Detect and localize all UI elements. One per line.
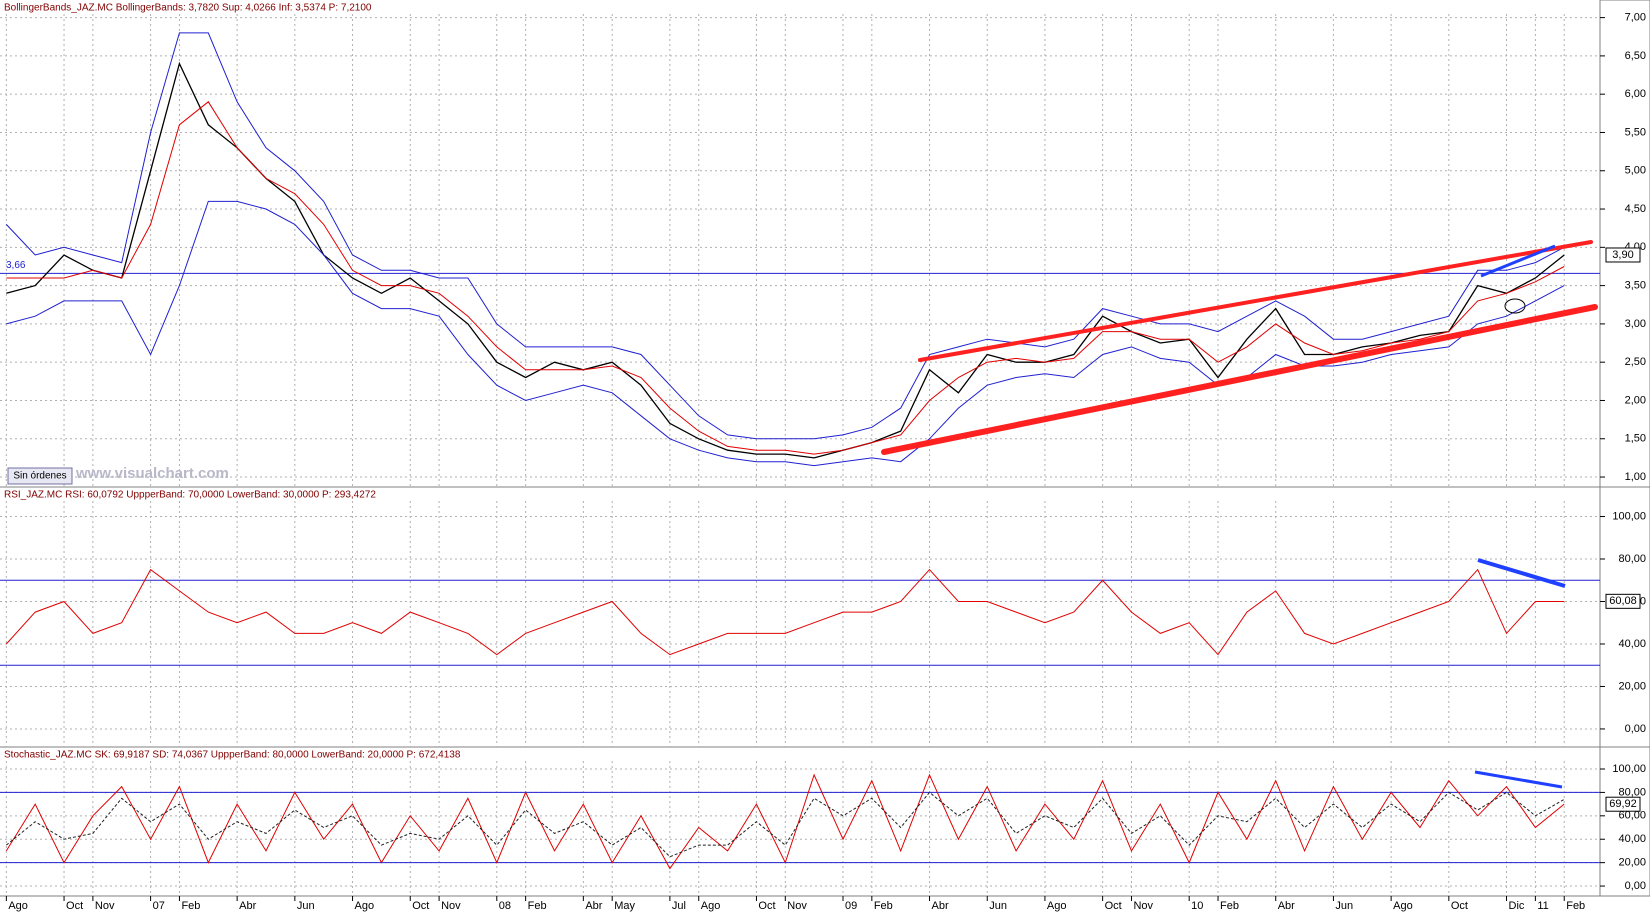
- y-tick-label: 7,00: [1625, 12, 1646, 24]
- x-tick-label: Jun: [1335, 900, 1353, 912]
- x-tick-label: Nov: [1133, 900, 1153, 912]
- x-tick-label: 08: [499, 900, 511, 912]
- y-tick-label: 5,00: [1625, 165, 1646, 177]
- y-tick-label: 2,50: [1625, 356, 1646, 368]
- y-tick-label: 6,00: [1625, 88, 1646, 100]
- y-tick-label: 1,00: [1625, 471, 1646, 483]
- series-line: [5, 773, 1565, 870]
- x-tick-label: Nov: [441, 900, 461, 912]
- y-tick-label: 0,00: [1625, 880, 1646, 892]
- y-tick-label: 6,50: [1625, 50, 1646, 62]
- x-tick-label: Nov: [95, 900, 115, 912]
- y-tick-label: 20,00: [1618, 857, 1646, 869]
- trend-line: [881, 304, 1598, 455]
- x-tick-label: Dic: [1509, 900, 1525, 912]
- trend-line: [1477, 558, 1566, 588]
- last-value-box: [1605, 796, 1641, 812]
- series-line: [5, 32, 1565, 440]
- last-value-label: 60,08: [1609, 595, 1637, 607]
- axis-strip: [1599, 746, 1650, 897]
- panel-title: BollingerBands_JAZ.MC BollingerBands: 3,…: [4, 3, 372, 14]
- y-tick-label: 20,00: [1618, 680, 1646, 692]
- trend-line: [918, 240, 1593, 362]
- y-tick-label: 4,50: [1625, 203, 1646, 215]
- y-tick-label: 100,00: [1612, 510, 1646, 522]
- x-tick-label: Oct: [1105, 900, 1122, 912]
- last-value-label: 3,90: [1612, 249, 1633, 261]
- x-tick-label: 09: [845, 900, 857, 912]
- x-tick-label: Jun: [297, 900, 315, 912]
- x-tick-label: Oct: [412, 900, 429, 912]
- x-tick-label: Jul: [672, 900, 686, 912]
- panel-title: RSI_JAZ.MC RSI: 60,0792 UppperBand: 70,0…: [4, 490, 376, 501]
- x-tick-label: 10: [1191, 900, 1203, 912]
- x-tick-label: Jun: [989, 900, 1007, 912]
- x-tick-label: Abr: [239, 900, 256, 912]
- y-tick-label: 3,00: [1625, 318, 1646, 330]
- y-tick-label: 100,00: [1612, 763, 1646, 775]
- x-tick-label: Abr: [1278, 900, 1295, 912]
- trend-line: [1480, 244, 1556, 278]
- x-tick-label: Feb: [181, 900, 200, 912]
- x-tick-label: 07: [153, 900, 165, 912]
- y-tick-label: 0,00: [1625, 723, 1646, 735]
- x-tick-label: Feb: [874, 900, 893, 912]
- x-tick-label: Feb: [1566, 900, 1585, 912]
- axis-strip: [1599, 486, 1650, 748]
- series-line: [5, 791, 1565, 858]
- y-tick-label: 40,00: [1618, 833, 1646, 845]
- y-tick-label: 1,50: [1625, 433, 1646, 445]
- x-tick-label: 11: [1537, 900, 1548, 912]
- panel-title: Stochastic_JAZ.MC SK: 69,9187 SD: 74,036…: [4, 750, 461, 761]
- button-label: Sin órdenes: [13, 471, 66, 482]
- axis-strip: [1599, 0, 1650, 488]
- y-tick-label: 80,00: [1618, 553, 1646, 565]
- x-tick-label: Ago: [701, 900, 721, 912]
- last-value-box: [1605, 593, 1641, 609]
- y-tick-label: 80,00: [1618, 786, 1646, 798]
- x-tick-label: Ago: [1393, 900, 1413, 912]
- watermark: www.visualchart.com: [75, 465, 229, 482]
- x-tick-label: Oct: [758, 900, 775, 912]
- x-tick-label: Abr: [585, 900, 602, 912]
- y-tick-label: 60,00: [1618, 810, 1646, 822]
- series-line: [5, 568, 1565, 656]
- x-tick-label: Feb: [1220, 900, 1239, 912]
- last-value-box: [1605, 247, 1641, 263]
- x-tick-label: Nov: [787, 900, 807, 912]
- annotation-circle: [1504, 298, 1526, 314]
- reference-label: 3,66: [6, 260, 26, 271]
- x-tick-label: Ago: [355, 900, 375, 912]
- sin-ordenes-button[interactable]: [7, 467, 73, 485]
- y-tick-label: 40,00: [1618, 638, 1646, 650]
- last-value-label: 69,92: [1609, 798, 1637, 810]
- x-tick-label: Ago: [1047, 900, 1067, 912]
- x-tick-label: Oct: [66, 900, 83, 912]
- series-line: [6, 101, 1565, 455]
- x-tick-label: Abr: [932, 900, 949, 912]
- x-tick-label: Oct: [1451, 900, 1468, 912]
- trend-line: [1474, 770, 1563, 789]
- y-tick-label: 2,00: [1625, 394, 1646, 406]
- y-tick-label: 3,50: [1625, 280, 1646, 292]
- x-tick-label: Ago: [8, 900, 28, 912]
- x-tick-label: Feb: [528, 900, 547, 912]
- x-tick-label: May: [614, 900, 635, 912]
- y-tick-label: 5,50: [1625, 126, 1646, 138]
